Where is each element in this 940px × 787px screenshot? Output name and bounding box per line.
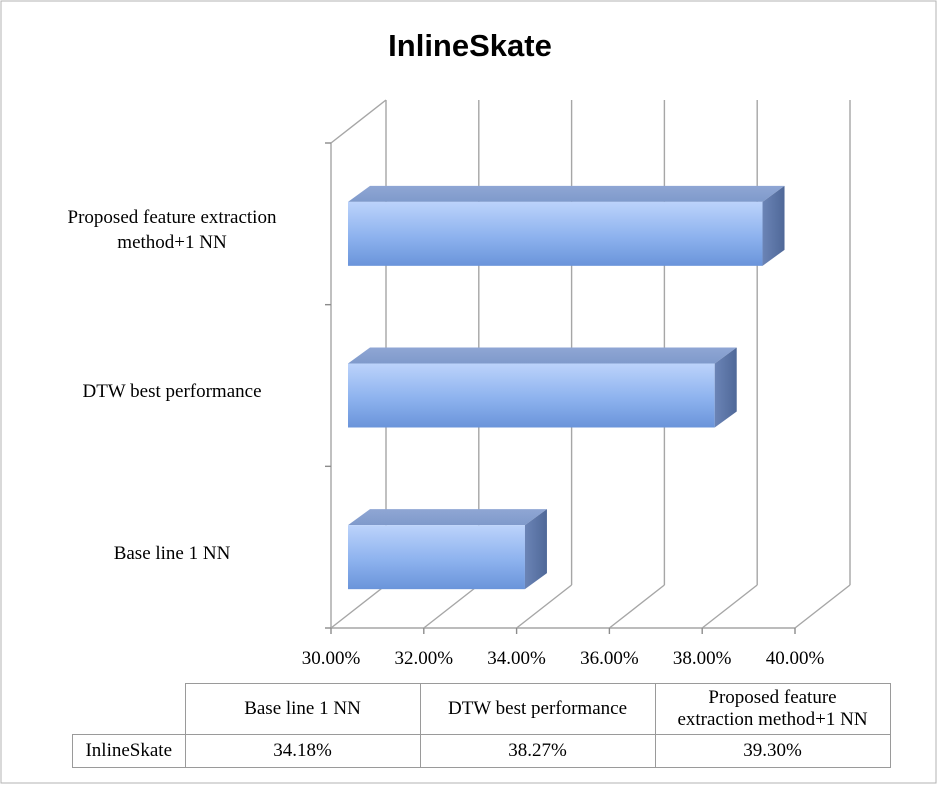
table-header-text-line: extraction method+1 NN — [677, 708, 868, 730]
bar-end-face — [524, 509, 547, 590]
bar — [348, 347, 737, 428]
bar — [348, 185, 785, 266]
table-header-text: DTW best performance — [447, 697, 627, 719]
x-tick-label: 36.00% — [580, 648, 639, 669]
table-header-cell: Base line 1 NN — [184, 683, 421, 735]
table-row-label: InlineSkate — [72, 733, 186, 768]
floor-gridline — [516, 584, 573, 629]
table-header-cell: Proposed feature extraction method+1 NN — [654, 683, 891, 735]
table-cell: 39.30% — [654, 733, 891, 768]
table-header-text: Base line 1 NN — [244, 697, 361, 719]
table-corner-cell — [72, 683, 186, 735]
bar-top-face — [348, 347, 737, 364]
bar — [348, 509, 547, 590]
category-label-line: method+1 NN — [117, 231, 227, 253]
table-row: InlineSkate 34.18% 38.27% 39.30% — [72, 733, 891, 768]
category-label: Proposed feature extraction method+1 NN — [32, 205, 312, 255]
floor-gridline — [701, 584, 758, 629]
floor-gridline — [608, 584, 665, 629]
floor-gridline — [423, 584, 480, 629]
wall-top-line — [330, 99, 387, 144]
x-tick-label: 40.00% — [765, 648, 825, 669]
bar-top-face — [348, 509, 547, 526]
bar-front-face — [348, 201, 763, 266]
x-tick-label: 38.00% — [672, 648, 732, 669]
x-tick-label: 34.00% — [487, 648, 546, 669]
bar-top-face — [348, 185, 785, 202]
table-cell: 34.18% — [184, 733, 421, 768]
bar-end-face — [762, 185, 785, 266]
table-header-row: Base line 1 NN DTW best performance Prop… — [72, 683, 891, 735]
category-label: Base line 1 NN — [32, 541, 312, 566]
table-header-cell: DTW best performance — [419, 683, 656, 735]
category-label: DTW best performance — [32, 379, 312, 404]
x-tick-label: 32.00% — [394, 648, 454, 669]
bar-front-face — [348, 363, 715, 428]
chart-title: InlineSkate — [388, 28, 552, 63]
table-header-text-line: Proposed feature — [708, 686, 837, 708]
x-tick-label: 30.00% — [301, 648, 361, 669]
table-cell: 38.27% — [419, 733, 656, 768]
floor-gridline — [794, 584, 851, 629]
category-label-line: DTW best performance — [82, 381, 262, 402]
bar-front-face — [348, 525, 525, 590]
category-label-line: Base line 1 NN — [113, 542, 231, 564]
floor-gridline — [330, 584, 387, 629]
bar-end-face — [714, 347, 737, 428]
category-label-line: Proposed feature extraction — [67, 206, 277, 228]
data-table: Base line 1 NN DTW best performance Prop… — [72, 683, 891, 768]
